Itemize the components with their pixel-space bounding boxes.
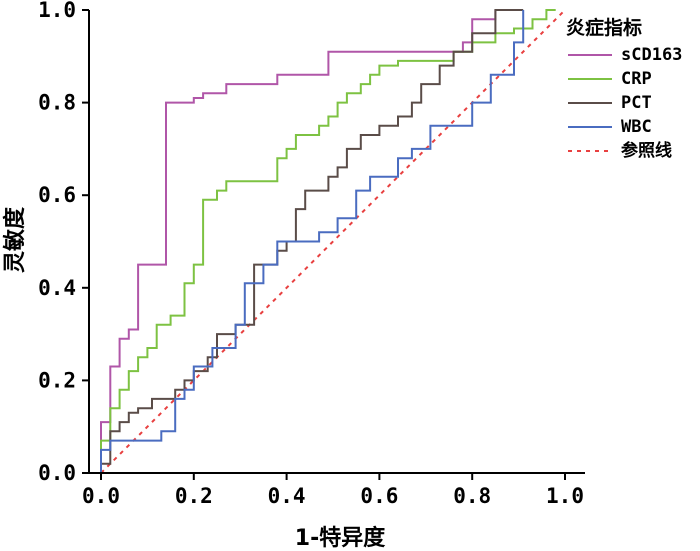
legend-label: CRP	[621, 69, 652, 89]
y-tick-label: 0.4	[38, 276, 76, 300]
legend: 炎症指标 sCD163 CRP PCT WBC 参照线	[566, 16, 682, 161]
y-tick-label: 0.8	[38, 91, 76, 115]
axes	[88, 10, 585, 474]
y-tick-label: 1.0	[38, 0, 76, 22]
y-tick-label: 0.6	[38, 183, 76, 207]
y-tick-label: 0.2	[38, 368, 76, 392]
y-tick-label: 0.0	[38, 461, 76, 485]
x-tick-label: 0.4	[268, 484, 306, 508]
plot-area	[100, 9, 566, 474]
x-axis-title: 1-特异度	[295, 525, 386, 551]
series-line-wbc	[100, 10, 525, 473]
legend-label: sCD163	[621, 45, 682, 65]
x-tick-label: 0.8	[453, 484, 491, 508]
series-line-crp	[100, 9, 556, 473]
x-tick-label: 0.0	[82, 484, 120, 508]
x-tick-label: 0.2	[175, 484, 213, 508]
series-line-scd163	[100, 10, 497, 473]
series-line-reference	[100, 9, 566, 474]
legend-label: WBC	[621, 117, 652, 137]
y-axis-title: 灵敏度	[2, 206, 28, 273]
x-tick-label: 1.0	[546, 484, 584, 508]
legend-label: 参照线	[621, 140, 672, 161]
ticks: 0.0 0.2 0.4 0.6 0.8 1.0 0.0 0.2 0.4 0.6 0.8 1.0	[38, 0, 584, 508]
legend-items: sCD163 CRP PCT WBC 参照线	[568, 45, 682, 161]
x-tick-label: 0.6	[360, 484, 398, 508]
legend-title: 炎症指标	[566, 16, 642, 39]
legend-label: PCT	[621, 93, 652, 113]
